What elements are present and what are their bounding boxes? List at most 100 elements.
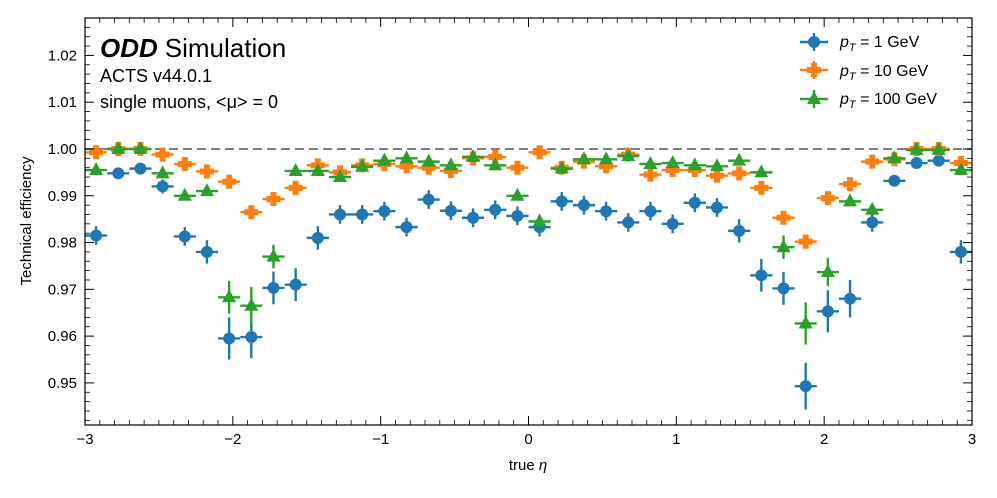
data-point [223,332,236,345]
data-point [156,180,169,193]
x-tick-label: 1 [672,431,680,448]
data-point [200,245,213,258]
data-point [843,177,858,192]
data-point [133,140,148,154]
data-point [488,149,503,164]
data-point [199,164,214,179]
data-point [222,289,237,303]
data-point [177,187,192,201]
data-point [643,155,658,169]
y-tick-label: 0.98 [48,235,77,252]
data-point [443,163,458,178]
data-point [399,159,414,174]
data-point [688,196,701,209]
series-layer [85,140,972,410]
legend-marker-shape [807,63,821,77]
legend-marker-1gev [800,33,828,51]
legend-label-10gev: pT = 10 GeV [839,63,928,83]
legend-marker-100gev [800,90,828,108]
x-tick-label: −3 [76,431,93,448]
data-point [555,195,568,208]
data-point [378,205,391,218]
data-point [665,163,680,178]
data-point [844,292,857,305]
data-point [334,208,347,221]
data-point [489,203,502,216]
data-point [310,162,325,176]
data-point [865,201,880,215]
data-point [177,156,192,171]
y-tick-label: 0.96 [48,328,77,345]
data-point [267,281,280,294]
y-tick-label: 1.00 [48,141,77,158]
data-point [798,234,813,249]
data-point [888,174,901,187]
data-point [443,157,458,171]
data-point [289,278,302,291]
data-point [421,160,436,175]
data-point [311,231,324,244]
data-point [643,167,658,182]
data-point [377,152,392,166]
data-point [510,187,525,201]
data-point [576,151,591,165]
legend-marker-shape [807,91,821,104]
data-point [89,145,104,160]
data-point [554,160,569,174]
data-point [820,191,835,206]
x-tick-label: 0 [524,431,532,448]
legend-entry-10gev: pT = 10 GeV [800,61,928,83]
data-point [155,147,170,162]
data-point [488,157,503,171]
data-point [754,180,769,195]
data-point [510,160,525,175]
series-p-t-1-gev [85,154,972,410]
data-point [333,169,348,183]
data-point [244,297,259,311]
x-axis-label: true η [509,457,547,474]
data-point [754,164,769,178]
x-tick-label: 2 [820,431,828,448]
data-point [709,158,724,172]
series-p-t-100-gev [85,140,972,345]
legend-label-1gev: pT = 1 GeV [839,34,920,54]
data-point [710,201,723,214]
legend-marker-shape [808,36,820,48]
data-point [600,205,613,218]
data-point [665,155,680,169]
data-point [687,157,702,171]
data-point [866,216,879,229]
data-point [599,151,614,165]
legend-entry-100gev: pT = 100 GeV [800,90,937,111]
x-tick-label: −1 [372,431,389,448]
data-point [798,315,813,329]
data-point [90,229,103,242]
y-tick-label: 0.97 [48,281,77,298]
x-tick-label: 3 [968,431,976,448]
data-point [467,211,480,224]
plot-frame [84,17,973,426]
data-point [909,141,924,155]
data-point [622,216,635,229]
data-point [155,165,170,179]
data-point [709,168,724,183]
data-point [953,162,968,176]
data-point [400,221,413,234]
data-point [776,210,791,225]
data-point [910,157,923,170]
data-point [843,193,858,207]
data-point [799,380,812,393]
data-point [244,205,259,220]
data-point [466,148,481,162]
sample-annotation: single muons, <μ> = 0 [100,92,278,112]
data-point [820,264,835,278]
data-point [111,140,126,154]
data-point [266,192,281,207]
data-point [776,239,791,253]
data-point [577,199,590,212]
data-point [599,159,614,174]
version-annotation: ACTS v44.0.1 [100,66,212,86]
legend-label-100gev: pT = 100 GeV [839,91,937,111]
